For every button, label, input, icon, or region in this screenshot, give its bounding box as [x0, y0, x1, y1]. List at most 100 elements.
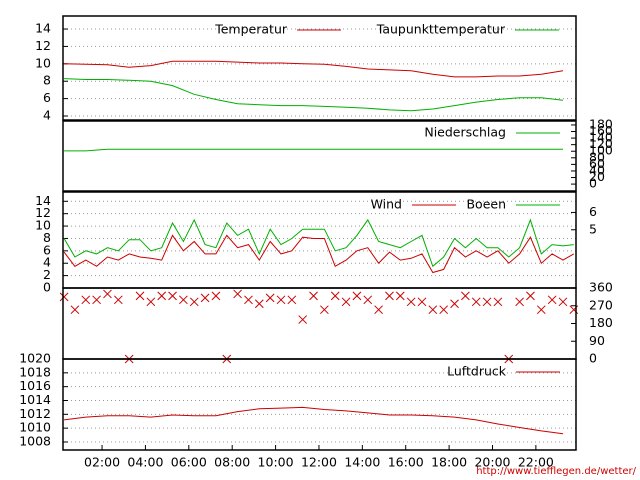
y2-tick-label: 6: [589, 204, 597, 219]
point: [406, 297, 416, 307]
point: [547, 295, 557, 305]
legend-label: Temperatur: [214, 22, 288, 37]
point: [374, 305, 383, 315]
legend-label: Niederschlag: [424, 125, 506, 140]
y-tick-label: 6: [43, 90, 51, 105]
y-tick-label: 1008: [19, 433, 51, 448]
series-line: [63, 218, 574, 268]
y-tick-label: 1020: [19, 351, 51, 366]
y2-tick-label: 100: [589, 143, 613, 158]
point: [265, 293, 275, 303]
point: [298, 315, 308, 324]
panel-frame: [62, 287, 577, 360]
point: [254, 299, 264, 309]
point: [428, 305, 438, 315]
y-tick-label: 10: [35, 218, 51, 233]
x-tick-label: 12:00: [301, 455, 337, 470]
y2-tick-label: 0: [589, 351, 597, 366]
series-line: [64, 60, 564, 78]
y2-tick-label: 360: [589, 280, 613, 295]
point: [471, 297, 481, 307]
x-tick-label: 04:00: [127, 455, 163, 470]
y-tick-label: 4: [43, 255, 51, 270]
x-tick-label: 02:00: [84, 455, 120, 470]
y-tick-label: 10: [35, 55, 51, 70]
y-tick-label: 12: [35, 38, 51, 53]
y2-tick-label: 160: [589, 123, 613, 138]
legend-label: Wind: [371, 197, 402, 212]
point: [157, 291, 167, 301]
point: [536, 305, 546, 315]
y-tick-label: 1010: [19, 420, 51, 435]
y2-tick-label: 60: [589, 156, 605, 171]
point: [417, 297, 427, 307]
point: [395, 291, 405, 301]
y2-tick-label: 80: [589, 149, 605, 164]
point: [81, 295, 91, 305]
point: [309, 291, 318, 301]
panel-frame: [62, 358, 577, 451]
point: [189, 297, 199, 307]
x-tick-label: 06:00: [171, 455, 207, 470]
point: [70, 305, 80, 315]
point: [59, 292, 69, 302]
y-tick-label: 2: [43, 267, 51, 282]
point: [558, 297, 568, 307]
point: [244, 295, 253, 305]
series-line: [64, 78, 564, 112]
y-tick-label: 4: [43, 108, 51, 123]
y2-tick-label: 90: [589, 333, 605, 348]
point: [526, 291, 535, 301]
series-line: [63, 234, 575, 274]
x-tick-label: 08:00: [214, 455, 250, 470]
point: [482, 297, 492, 307]
x-tick-label: 18:00: [431, 455, 467, 470]
footer-url: http://www.tiefflegen.de/wetter/: [476, 466, 636, 477]
y2-tick-label: 40: [589, 162, 605, 177]
point: [341, 297, 351, 307]
x-tick-label: 14:00: [344, 455, 380, 470]
y-tick-label: 14: [35, 193, 51, 208]
y-tick-label: 8: [43, 230, 51, 245]
x-tick-label: 20:00: [474, 455, 510, 470]
point: [146, 297, 156, 307]
y-tick-label: 12: [35, 205, 51, 220]
y-tick-label: 8: [43, 73, 51, 88]
point: [450, 299, 459, 309]
x-tick-label: 10:00: [258, 455, 294, 470]
series-line: [64, 148, 563, 152]
y-tick-label: 0: [43, 280, 51, 295]
point: [352, 291, 362, 301]
point: [385, 291, 394, 301]
y2-tick-label: 0: [589, 176, 597, 191]
point: [276, 295, 286, 305]
series-line: [64, 406, 564, 435]
point: [493, 297, 503, 307]
legend-label: Luftdruck: [447, 364, 507, 379]
point: [461, 291, 470, 301]
y2-tick-label: 270: [589, 297, 613, 312]
point: [515, 297, 524, 307]
legend-label: Boeen: [466, 197, 506, 212]
y-tick-label: 1016: [19, 378, 51, 393]
point: [320, 305, 329, 315]
x-tick-label: 16:00: [388, 455, 424, 470]
y2-tick-label: 20: [589, 169, 605, 184]
x-tick-label: 22:00: [518, 455, 554, 470]
point: [168, 291, 177, 301]
point: [233, 289, 242, 299]
point: [439, 305, 449, 315]
y-tick-label: 1012: [19, 406, 51, 421]
point: [330, 291, 340, 301]
y-tick-label: 1018: [19, 364, 51, 379]
y-tick-label: 14: [35, 21, 51, 36]
point: [179, 295, 188, 305]
y2-tick-label: 5: [589, 221, 597, 236]
point: [211, 291, 221, 301]
panel-frame: [62, 120, 577, 192]
y2-tick-label: 140: [589, 130, 613, 145]
point: [92, 295, 101, 305]
legend-label: Taupunkttemperatur: [376, 22, 506, 37]
point: [287, 295, 297, 305]
